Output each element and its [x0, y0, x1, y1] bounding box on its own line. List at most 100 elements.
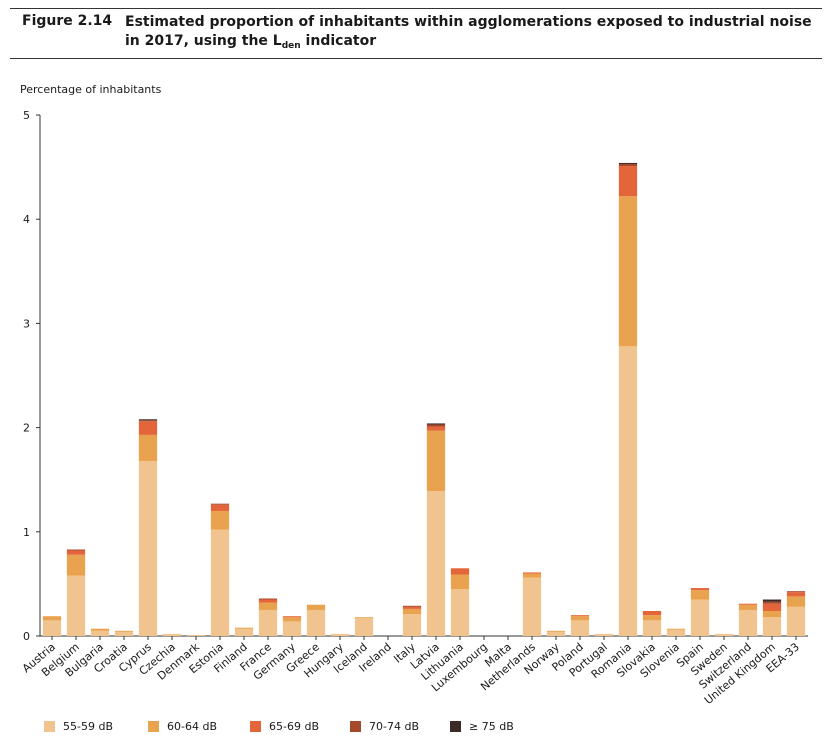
- bar-segment: [522, 573, 542, 578]
- bar-segment: [66, 554, 86, 576]
- bar-segment: [90, 628, 110, 631]
- bar-segment: [522, 572, 542, 574]
- bar-segment: [402, 614, 422, 636]
- bar-segment: [426, 430, 446, 492]
- top-rule: [10, 8, 822, 9]
- bar-segment: [402, 608, 422, 615]
- bar-segment: [330, 633, 350, 636]
- bar-segment: [522, 577, 542, 636]
- bar-segment: [762, 601, 782, 604]
- bar-segment: [762, 603, 782, 611]
- bar-segment: [546, 631, 566, 636]
- bar-segment: [426, 424, 446, 427]
- bar-segment: [114, 631, 134, 636]
- bar-segment: [258, 609, 278, 636]
- bar-segment: [666, 629, 686, 636]
- bar-segment: [738, 609, 758, 636]
- bar-segment: [618, 166, 638, 197]
- bar-segment: [90, 630, 110, 636]
- legend-item: 60-64 dB: [148, 720, 217, 733]
- bar-segment: [594, 633, 614, 636]
- bar-segment: [426, 423, 446, 425]
- bar-segment: [258, 598, 278, 600]
- bar-segment: [402, 606, 422, 609]
- y-tick-label: 3: [23, 317, 30, 330]
- figure-title: Estimated proportion of inhabitants with…: [125, 13, 815, 56]
- legend-item: ≥ 75 dB: [450, 720, 514, 733]
- bar-segment: [186, 634, 206, 636]
- bar-segment: [450, 568, 470, 575]
- bar-segment: [258, 599, 278, 603]
- bottom-rule: [10, 58, 822, 59]
- bar-segment: [642, 615, 662, 621]
- bar-segment: [762, 617, 782, 636]
- bar-segment: [138, 420, 158, 422]
- bar-segment: [786, 592, 806, 597]
- y-axis-label: Percentage of inhabitants: [20, 83, 162, 96]
- bar-segment: [570, 616, 590, 621]
- title-subscript: den: [281, 41, 301, 51]
- legend-swatch: [250, 721, 261, 732]
- legend-label: 65-69 dB: [269, 720, 319, 733]
- legend-swatch: [148, 721, 159, 732]
- bar-segment: [354, 618, 374, 636]
- bar-segment: [258, 602, 278, 610]
- legend-swatch: [350, 721, 361, 732]
- bar-segment: [762, 610, 782, 618]
- bar-segment: [618, 196, 638, 347]
- bar-segment: [666, 628, 686, 630]
- bar-segment: [210, 529, 230, 636]
- bar-segment: [762, 599, 782, 602]
- y-tick-label: 2: [23, 422, 30, 435]
- bar-segment: [642, 610, 662, 616]
- title-text: Estimated proportion of inhabitants with…: [125, 14, 812, 49]
- legend-label: 60-64 dB: [167, 720, 217, 733]
- bar-segment: [546, 630, 566, 632]
- bar-segment: [450, 589, 470, 636]
- y-tick-label: 5: [23, 109, 30, 122]
- bar-segment: [618, 162, 638, 164]
- bar-segment: [786, 596, 806, 607]
- bar-segment: [618, 163, 638, 167]
- bar-segment: [426, 426, 446, 431]
- bar-segment: [786, 606, 806, 636]
- bar-segment: [282, 616, 302, 618]
- bar-segment: [450, 574, 470, 590]
- legend-swatch: [44, 721, 55, 732]
- legend-item: 70-74 dB: [350, 720, 419, 733]
- bar-segment: [690, 590, 710, 600]
- bar-segment: [234, 627, 254, 629]
- legend-item: 55-59 dB: [44, 720, 113, 733]
- bar-segment: [138, 421, 158, 435]
- bar-segment: [642, 620, 662, 636]
- bar-segment: [42, 620, 62, 636]
- bar-segment: [162, 633, 182, 636]
- bar-segment: [66, 549, 86, 551]
- legend-label: ≥ 75 dB: [469, 720, 514, 733]
- bar-segment: [138, 419, 158, 421]
- bar-segment: [690, 588, 710, 591]
- y-tick-label: 0: [23, 630, 30, 643]
- bar-segment: [42, 616, 62, 621]
- bar-segment: [138, 460, 158, 636]
- bar-segment: [210, 504, 230, 511]
- legend-label: 70-74 dB: [369, 720, 419, 733]
- y-tick-label: 1: [23, 526, 30, 539]
- bar-segment: [690, 599, 710, 636]
- bar-segment: [618, 346, 638, 636]
- bar-segment: [114, 630, 134, 632]
- bar-segment: [234, 628, 254, 636]
- bar-segment: [66, 550, 86, 555]
- bar-segment: [426, 491, 446, 636]
- bar-segment: [786, 591, 806, 593]
- bar-segment: [282, 621, 302, 636]
- y-tick-label: 4: [23, 213, 30, 226]
- bar-segment: [402, 605, 422, 607]
- legend-swatch: [450, 721, 461, 732]
- bar-segment: [354, 617, 374, 619]
- bar-segment: [138, 434, 158, 461]
- figure-number: Figure 2.14: [22, 13, 113, 29]
- legend-item: 65-69 dB: [250, 720, 319, 733]
- bar-segment: [738, 604, 758, 610]
